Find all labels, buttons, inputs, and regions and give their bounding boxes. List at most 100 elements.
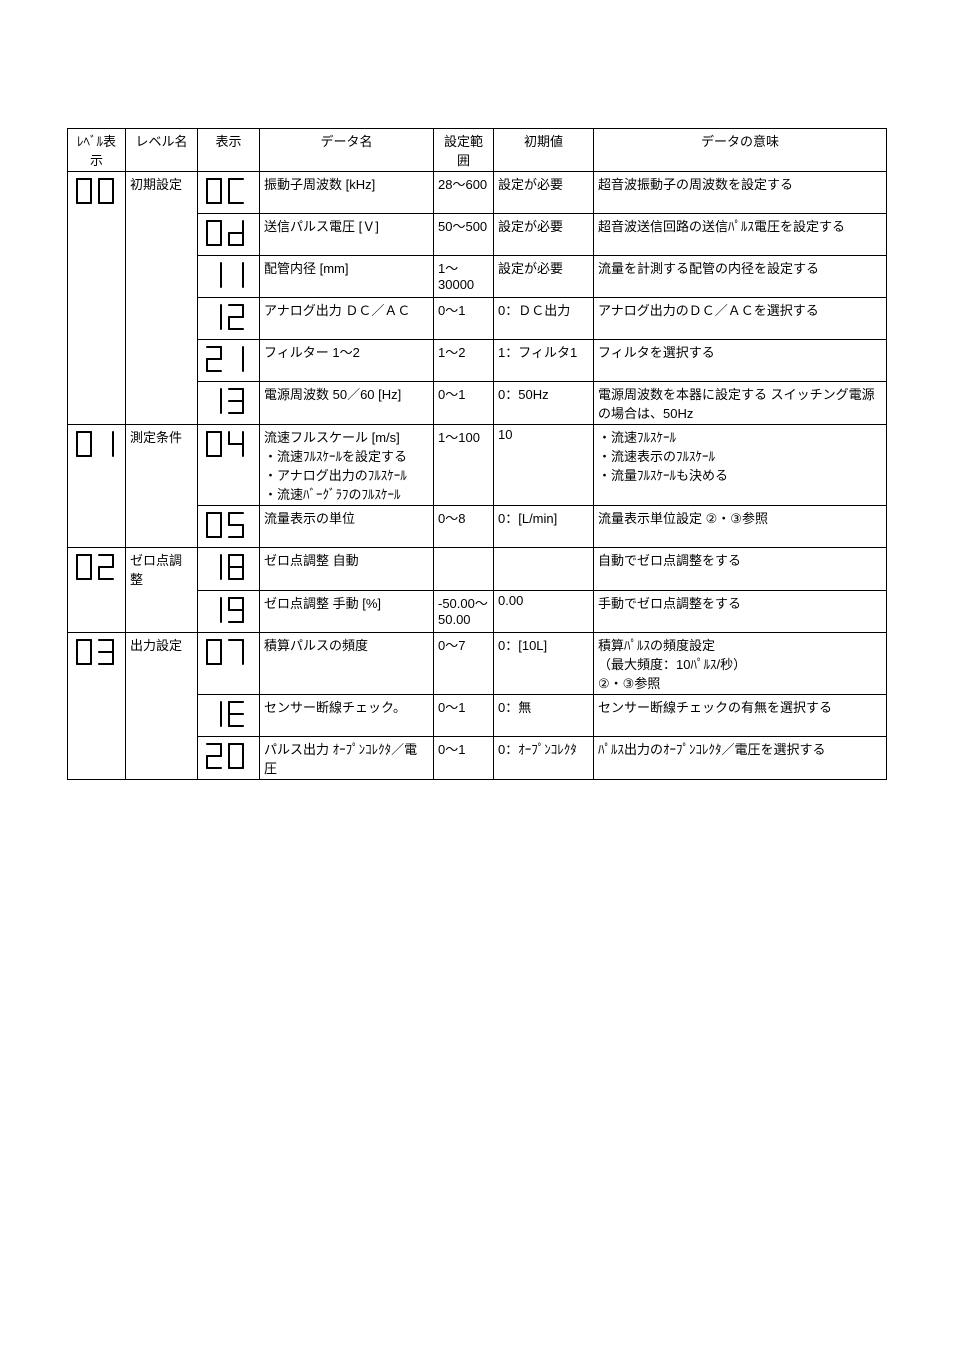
cell-level-seg <box>68 632 126 694</box>
cell-data-name: ゼロ点調整 手動 [%] <box>260 590 434 632</box>
cell-level-name <box>126 298 198 340</box>
seg-display-00 <box>72 174 120 208</box>
table-row: 送信パルス電圧 [Ｖ]50～500設定が必要超音波送信回路の送信ﾊﾟﾙｽ電圧を設… <box>68 214 887 256</box>
cell-data-name: フィルター 1～2 <box>260 340 434 382</box>
cell-desc: 超音波送信回路の送信ﾊﾟﾙｽ電圧を設定する <box>594 214 887 256</box>
cell-level-name: 初期設定 <box>126 172 198 214</box>
cell-range: 1～30000 <box>434 256 494 298</box>
cell-code-seg <box>198 340 260 382</box>
cell-range <box>434 548 494 591</box>
cell-level-seg <box>68 694 126 736</box>
seg-display-0D <box>202 216 250 250</box>
list-item: 流量ﾌﾙｽｹｰﾙも決める <box>611 465 882 484</box>
seg-display-11 <box>202 258 250 292</box>
cell-code-seg <box>198 382 260 425</box>
cell-code-seg <box>198 172 260 214</box>
cell-init: 設定が必要 <box>494 172 594 214</box>
cell-init: 設定が必要 <box>494 214 594 256</box>
cell-level-name: 出力設定 <box>126 632 198 694</box>
list-item: 流速ﾌﾙｽｹｰﾙを設定する <box>277 446 429 465</box>
table-row: パルス出力 ｵｰﾌﾟﾝｺﾚｸﾀ／電圧0～10：ｵｰﾌﾟﾝｺﾚｸﾀﾊﾟﾙｽ出力のｵ… <box>68 736 887 779</box>
seg-display-03 <box>72 635 120 669</box>
cell-desc: ﾊﾟﾙｽ出力のｵｰﾌﾟﾝｺﾚｸﾀ／電圧を選択する <box>594 736 887 779</box>
cell-range: 0～1 <box>434 694 494 736</box>
cell-range: 50～500 <box>434 214 494 256</box>
cell-range: 0～1 <box>434 382 494 425</box>
cell-code-seg <box>198 548 260 591</box>
hdr-init: 初期値 <box>494 129 594 172</box>
list-item: 流速表示のﾌﾙｽｹｰﾙ <box>611 446 882 465</box>
cell-level-name <box>126 694 198 736</box>
cell-level-seg <box>68 214 126 256</box>
cell-level-name <box>126 382 198 425</box>
cell-data-name: ゼロ点調整 自動 <box>260 548 434 591</box>
table-row: 測定条件 流速フルスケール [m/s]流速ﾌﾙｽｹｰﾙを設定するアナログ出力のﾌ… <box>68 425 887 506</box>
cell-level-name: 測定条件 <box>126 425 198 506</box>
cell-init: 0.00 <box>494 590 594 632</box>
seg-display-21 <box>202 342 250 376</box>
cell-desc: 流量表示単位設定 ②・③参照 <box>594 506 887 548</box>
cell-desc: センサー断線チェックの有無を選択する <box>594 694 887 736</box>
cell-range: 0～1 <box>434 298 494 340</box>
cell-code-seg <box>198 506 260 548</box>
cell-data-name: 振動子周波数 [kHz] <box>260 172 434 214</box>
hdr-desc: データの意味 <box>594 129 887 172</box>
cell-level-seg <box>68 548 126 591</box>
cell-init: 設定が必要 <box>494 256 594 298</box>
seg-display-20 <box>202 739 250 773</box>
cell-desc: アナログ出力のＤＣ／ＡＣを選択する <box>594 298 887 340</box>
table-row: 出力設定 積算パルスの頻度0～70：[10L]積算ﾊﾟﾙｽの頻度設定（最大頻度：… <box>68 632 887 694</box>
cell-desc: 自動でゼロ点調整をする <box>594 548 887 591</box>
table-row: 初期設定 振動子周波数 [kHz]28～600設定が必要超音波振動子の周波数を設… <box>68 172 887 214</box>
seg-display-04 <box>202 427 250 461</box>
seg-display-1E <box>202 697 250 731</box>
cell-level-name <box>126 214 198 256</box>
cell-level-name <box>126 256 198 298</box>
cell-desc: 流速ﾌﾙｽｹｰﾙ流速表示のﾌﾙｽｹｰﾙ流量ﾌﾙｽｹｰﾙも決める <box>594 425 887 506</box>
parameter-table: ﾚﾍﾞﾙ表示 レベル名 表示 データ名 設定範囲 初期値 データの意味 初期設定 <box>67 128 887 780</box>
cell-desc: 手動でゼロ点調整をする <box>594 590 887 632</box>
hdr-levelname: レベル名 <box>126 129 198 172</box>
cell-data-name: 積算パルスの頻度 <box>260 632 434 694</box>
cell-desc: フィルタを選択する <box>594 340 887 382</box>
cell-desc: 超音波振動子の周波数を設定する <box>594 172 887 214</box>
cell-desc: 電源周波数を本器に設定する スイッチング電源の場合は、50Hz <box>594 382 887 425</box>
cell-data-name: 流速フルスケール [m/s]流速ﾌﾙｽｹｰﾙを設定するアナログ出力のﾌﾙｽｹｰﾙ… <box>260 425 434 506</box>
cell-level-name: ゼロ点調整 <box>126 548 198 591</box>
cell-data-name: 配管内径 [mm] <box>260 256 434 298</box>
cell-level-seg <box>68 340 126 382</box>
cell-init: 0：50Hz <box>494 382 594 425</box>
cell-code-seg <box>198 425 260 506</box>
cell-range: -50.00～50.00 <box>434 590 494 632</box>
cell-level-seg <box>68 425 126 506</box>
cell-level-name <box>126 506 198 548</box>
table-row: ゼロ点調整 ゼロ点調整 自動 自動でゼロ点調整をする <box>68 548 887 591</box>
seg-display-07 <box>202 635 250 669</box>
cell-code-seg <box>198 590 260 632</box>
list-item: アナログ出力のﾌﾙｽｹｰﾙ <box>277 465 429 484</box>
cell-level-seg <box>68 298 126 340</box>
hdr-range: 設定範囲 <box>434 129 494 172</box>
seg-display-13 <box>202 384 250 418</box>
cell-init <box>494 548 594 591</box>
seg-display-12 <box>202 300 250 334</box>
cell-code-seg <box>198 736 260 779</box>
cell-range: 1～100 <box>434 425 494 506</box>
table-row: 電源周波数 50／60 [Hz]0～10：50Hz電源周波数を本器に設定する ス… <box>68 382 887 425</box>
cell-init: 0：[L/min] <box>494 506 594 548</box>
seg-display-19 <box>202 593 250 627</box>
cell-code-seg <box>198 632 260 694</box>
cell-data-name: 電源周波数 50／60 [Hz] <box>260 382 434 425</box>
cell-desc: 流量を計測する配管の内径を設定する <box>594 256 887 298</box>
cell-range: 0～7 <box>434 632 494 694</box>
seg-display-01 <box>72 427 120 461</box>
hdr-name: データ名 <box>260 129 434 172</box>
cell-init: 0：無 <box>494 694 594 736</box>
cell-level-name <box>126 590 198 632</box>
cell-code-seg <box>198 214 260 256</box>
seg-display-02 <box>72 550 120 584</box>
hdr-code: 表示 <box>198 129 260 172</box>
table-row: フィルター 1～21～21：フィルタ1フィルタを選択する <box>68 340 887 382</box>
seg-display-05 <box>202 508 250 542</box>
seg-display-18 <box>202 550 250 584</box>
